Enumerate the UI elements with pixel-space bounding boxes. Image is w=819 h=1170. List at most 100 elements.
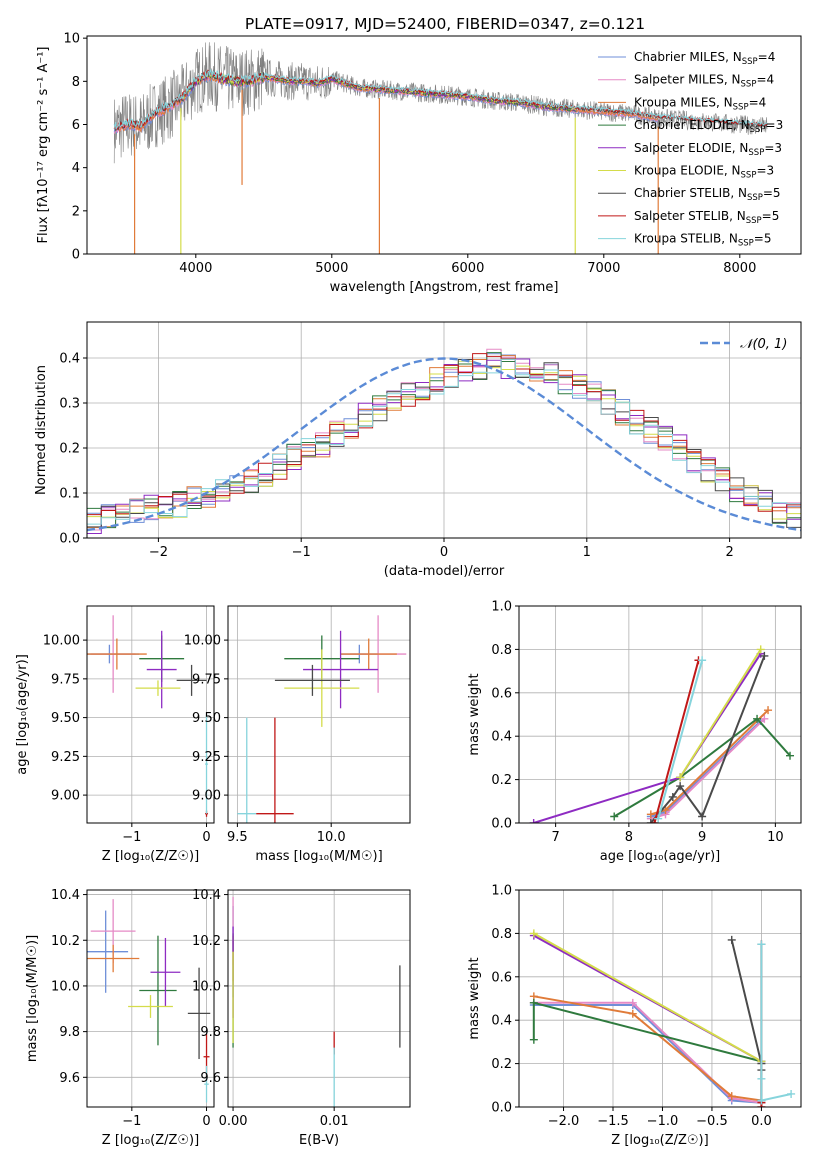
- weight-marker: [654, 814, 663, 823]
- axes-frame: [86, 889, 215, 1108]
- normal-curve: [87, 357, 801, 532]
- x-axis-label: Z [log₁₀(Z/Z☉)]: [102, 849, 199, 864]
- weight-line: [532, 1001, 762, 1063]
- y-tick-label: 9.6: [200, 1071, 221, 1086]
- y-axis-label: Normed distribution: [34, 365, 49, 495]
- x-tick-label: −1: [122, 1114, 141, 1129]
- axes-frame: [518, 605, 802, 824]
- y-tick-label: 10.0: [51, 979, 80, 994]
- legend-label: Chabrier ELODIE, NSSP=3: [634, 118, 783, 135]
- y-tick-label: 0.4: [491, 730, 512, 745]
- weight-marker: [764, 706, 773, 715]
- axes-frame: [86, 35, 802, 255]
- plot-area: [529, 645, 795, 823]
- weight-marker: [529, 819, 538, 823]
- panel-mass-vs-Z: −1 0 9.6 9.8 10.0 10.2 10.4 Z [log₁₀(Z/Z☉)] mass…: [25, 888, 215, 1148]
- y-tick-label: 0.0: [491, 1101, 512, 1116]
- y-tick-label: 0.4: [59, 352, 80, 367]
- y-tick-label: 8: [72, 75, 80, 90]
- y-tick-label: 0.6: [491, 686, 512, 701]
- weight-marker: [529, 1035, 538, 1044]
- x-tick-label: 0: [440, 545, 448, 560]
- weight-marker: [628, 998, 637, 1007]
- y-tick-label: 0.0: [491, 817, 512, 832]
- weight-marker: [698, 812, 707, 821]
- y-axis-label: mass weight: [467, 957, 482, 1039]
- y-tick-label: 0.2: [491, 773, 512, 788]
- x-tick-label: 8: [625, 830, 633, 845]
- panel-weight-vs-Z: −2.0 −1.5 −1.0 −0.5 0.0 0.0 0.2 0.4 0.6 0.8 1.0 Z […: [467, 884, 802, 1148]
- legend-label: Salpeter ELODIE, NSSP=3: [634, 141, 782, 158]
- x-tick-label: −1.5: [597, 1114, 629, 1129]
- y-tick-label: 10.4: [51, 888, 80, 903]
- histogram-step: [87, 358, 801, 525]
- y-tick-label: 1.0: [491, 600, 512, 615]
- plot-area: [87, 899, 211, 1103]
- x-tick-label: 0.01: [320, 1114, 349, 1129]
- weight-marker: [787, 1089, 796, 1098]
- weight-marker: [753, 714, 762, 723]
- weight-marker: [610, 812, 619, 821]
- y-tick-label: 10.00: [43, 634, 80, 649]
- y-tick-label: 0: [72, 248, 80, 263]
- weight-marker: [760, 714, 769, 723]
- x-tick-label: 9: [698, 830, 706, 845]
- weight-marker: [676, 773, 685, 782]
- weight-line: [533, 932, 762, 1063]
- x-tick-label: 6000: [451, 261, 484, 276]
- y-tick-label: 10.0: [192, 979, 221, 994]
- weight-line: [533, 1004, 762, 1104]
- x-tick-label: 7: [551, 830, 559, 845]
- y-tick-label: 0.2: [491, 1057, 512, 1072]
- weight-marker: [646, 819, 655, 823]
- y-tick-label: 9.25: [51, 750, 80, 765]
- y-tick-label: 1.0: [491, 884, 512, 899]
- x-tick-label: 8000: [723, 261, 756, 276]
- y-tick-label: 9.75: [192, 672, 221, 687]
- weight-marker: [757, 940, 766, 949]
- x-tick-label: 10: [767, 830, 784, 845]
- y-tick-label: 0.3: [59, 397, 80, 412]
- x-axis-label: Z [log₁₀(Z/Z☉)]: [611, 1133, 708, 1148]
- weight-marker: [650, 819, 659, 823]
- weight-marker: [727, 1092, 736, 1101]
- y-tick-label: 9.50: [192, 711, 221, 726]
- y-tick-label: 9.8: [59, 1025, 80, 1040]
- x-tick-label: 0: [202, 830, 210, 845]
- x-axis-label: wavelength [Angstrom, rest frame]: [330, 280, 559, 295]
- x-axis-label: age [log₁₀(age/yr)]: [600, 849, 721, 864]
- figure-title: PLATE=0917, MJD=52400, FIBERID=0347, z=0…: [245, 15, 645, 33]
- weight-marker: [757, 1096, 766, 1105]
- weight-line: [653, 660, 700, 823]
- legend-label: Kroupa STELIB, NSSP=5: [634, 232, 772, 249]
- weight-marker: [756, 645, 765, 654]
- x-tick-label: 9.5: [227, 830, 248, 845]
- x-tick-label: −2: [149, 545, 168, 560]
- weight-marker: [757, 1074, 766, 1083]
- x-tick-label: 7000: [587, 261, 620, 276]
- plot-area: [529, 929, 796, 1107]
- weight-marker: [786, 751, 795, 760]
- axes-frame: [227, 605, 411, 824]
- plot-area: [87, 348, 801, 534]
- axes-frame: [227, 889, 411, 1108]
- y-tick-label: 0.2: [59, 442, 80, 457]
- histogram-step: [87, 353, 801, 516]
- x-tick-label: 5000: [315, 261, 348, 276]
- x-tick-label: 2: [725, 545, 733, 560]
- y-tick-label: 9.6: [59, 1071, 80, 1086]
- y-tick-label: 6: [72, 118, 80, 133]
- x-tick-label: 1: [583, 545, 591, 560]
- y-tick-label: 2: [72, 204, 80, 219]
- panel-weight-vs-age: 7 8 9 10 0.0 0.2 0.4 0.6 0.8 1.0 age [log₁₀(age/yr…: [467, 600, 802, 864]
- y-tick-label: 10.4: [192, 888, 221, 903]
- x-tick-label: 0.0: [751, 1114, 772, 1129]
- plot-area: [113, 42, 768, 254]
- weight-marker: [529, 998, 538, 1007]
- y-tick-label: 9.75: [51, 672, 80, 687]
- weight-marker: [529, 929, 538, 938]
- x-tick-label: −2.0: [548, 1114, 580, 1129]
- y-tick-label: 10.2: [192, 934, 221, 949]
- panel-residuals: −2 −1 0 1 2 0.0 0.1 0.2 0.3 0.4 (data-model)/error…: [34, 321, 802, 579]
- x-axis-label: Z [log₁₀(Z/Z☉)]: [102, 1133, 199, 1148]
